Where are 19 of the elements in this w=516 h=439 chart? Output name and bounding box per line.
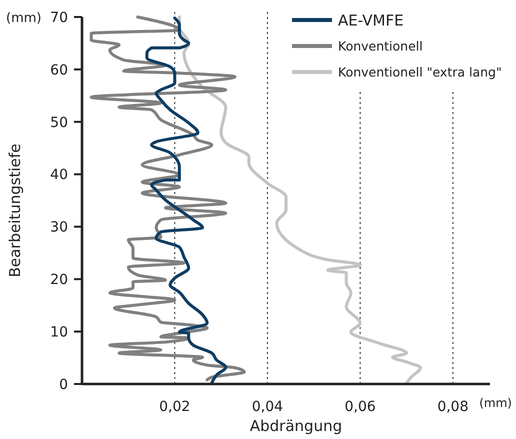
y-tick-label: 70	[50, 10, 68, 26]
x-axis-title: Abdrängung	[250, 417, 342, 435]
y-tick-label: 60	[50, 62, 68, 78]
y-tick-label: 50	[50, 114, 68, 131]
y-axis-title: Bearbeitungstiefe	[6, 144, 24, 278]
legend-label: AE-VMFE	[338, 11, 404, 30]
y-tick-label: 40	[50, 167, 68, 184]
legend-label: Konventionell	[338, 38, 423, 54]
x-tick-label: 0,08	[437, 399, 468, 415]
text: (mm)	[6, 11, 42, 26]
legend-label: Konventionell "extra lang"	[338, 64, 502, 80]
y-tick-label: 30	[50, 220, 68, 236]
x-tick-label: 0,02	[159, 399, 190, 415]
y-tick-label: 0	[59, 376, 68, 393]
x-tick-label: 0,06	[344, 399, 376, 415]
y-tick-label: 20	[50, 272, 68, 288]
text: (mm)	[479, 396, 512, 410]
y-tick-label: 10	[50, 324, 68, 340]
x-tick-label: 0,04	[252, 399, 284, 415]
